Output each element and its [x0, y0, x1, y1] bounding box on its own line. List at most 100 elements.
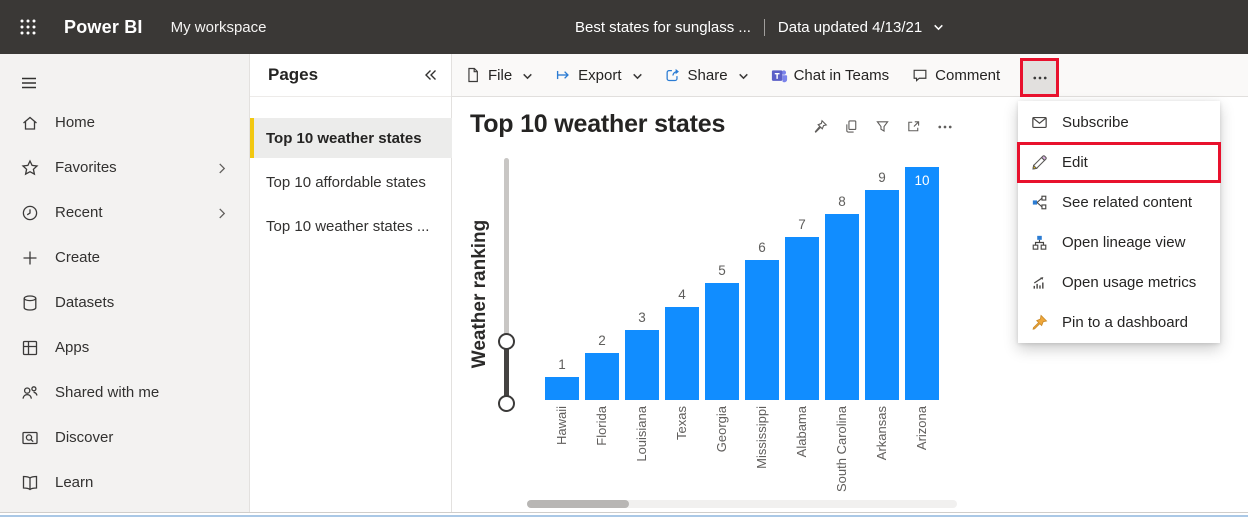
menu-item-pin-to-a-dashboard[interactable]: Pin to a dashboard [1018, 302, 1220, 342]
bar-value-label: 2 [598, 333, 606, 348]
bar-value-label: 3 [638, 310, 646, 325]
export-icon [554, 66, 572, 84]
plus-icon [20, 248, 40, 268]
file-button[interactable]: File [464, 66, 532, 84]
bar-arkansas[interactable] [865, 190, 899, 400]
x-axis-scrollbar[interactable] [527, 500, 957, 508]
report-title: Best states for sunglass ... [575, 18, 751, 36]
menu-item-open-lineage-view[interactable]: Open lineage view [1018, 222, 1220, 262]
chevron-down-icon[interactable] [631, 70, 642, 81]
chat-in-teams-button[interactable]: Chat in Teams [770, 66, 889, 84]
menu-item-label: Open usage metrics [1062, 273, 1197, 291]
sidebar-item-label: Favorites [55, 159, 117, 176]
chevron-down-icon[interactable] [521, 70, 532, 81]
menu-item-label: Edit [1062, 153, 1088, 171]
page-item-top-10-weather-states[interactable]: Top 10 weather states [250, 118, 452, 158]
data-updated-label[interactable]: Data updated 4/13/21 [777, 18, 923, 36]
pushpin-icon [1030, 313, 1049, 332]
bar-value-label: 9 [878, 170, 886, 185]
double-chevron-left-icon[interactable] [419, 65, 439, 85]
sidebar-item-recent[interactable]: Recent [0, 190, 249, 235]
window-bottom-border [0, 512, 1248, 513]
bar-value-label: 7 [798, 217, 806, 232]
sidebar-item-home[interactable]: Home [0, 100, 249, 145]
bar-hawaii[interactable] [545, 377, 579, 400]
comment-icon [911, 66, 929, 84]
menu-item-see-related-content[interactable]: See related content [1018, 182, 1220, 222]
share-button[interactable]: Share [664, 66, 748, 84]
menu-item-open-usage-metrics[interactable]: Open usage metrics [1018, 262, 1220, 302]
learn-icon [20, 473, 40, 493]
more-options-icon[interactable] [936, 118, 953, 135]
sidebar-item-shared-with-me[interactable]: Shared with me [0, 370, 249, 415]
chevron-right-icon[interactable] [213, 204, 231, 222]
y-axis-slider-handle-lower[interactable] [498, 395, 515, 412]
left-nav-items: Home Favorites Recent Create Datasets Ap… [0, 100, 249, 505]
waffle-icon[interactable] [18, 17, 38, 37]
bar-texas[interactable] [665, 307, 699, 400]
bar-florida[interactable] [585, 353, 619, 400]
bar-arizona[interactable] [905, 167, 939, 400]
x-axis-label-hawaii: Hawaii [554, 406, 569, 446]
workspace-name[interactable]: My workspace [170, 18, 267, 36]
bar-georgia[interactable] [705, 283, 739, 400]
toolbar-button-label: Share [687, 66, 728, 84]
share-icon [664, 66, 682, 84]
page-item-top-10-weather-states[interactable]: Top 10 weather states ... [250, 206, 452, 246]
datasets-icon [20, 293, 40, 313]
comment-button[interactable]: Comment [911, 66, 1000, 84]
page-item-label: Top 10 weather states ... [266, 217, 430, 235]
sidebar-item-learn[interactable]: Learn [0, 460, 249, 505]
page-item-top-10-affordable-states[interactable]: Top 10 affordable states [250, 162, 452, 202]
chevron-right-icon[interactable] [213, 159, 231, 177]
sidebar-item-apps[interactable]: Apps [0, 325, 249, 370]
related-content-icon [1030, 193, 1049, 212]
filter-icon[interactable] [874, 118, 891, 135]
x-axis-label-mississippi: Mississippi [754, 406, 769, 469]
chevron-down-icon[interactable] [932, 21, 945, 34]
bar-value-label: 8 [838, 194, 846, 209]
sidebar-item-datasets[interactable]: Datasets [0, 280, 249, 325]
sidebar-item-create[interactable]: Create [0, 235, 249, 280]
x-axis-label-texas: Texas [674, 406, 689, 440]
shared-icon [20, 383, 40, 403]
bar-alabama[interactable] [785, 237, 819, 400]
chevron-down-icon[interactable] [737, 70, 748, 81]
more-options-menu: Subscribe Edit See related content Open … [1018, 101, 1220, 343]
clock-icon [20, 203, 40, 223]
apps-icon [20, 338, 40, 358]
hamburger-icon[interactable] [19, 73, 39, 93]
focus-mode-icon[interactable] [905, 118, 922, 135]
x-axis-label-louisiana: Louisiana [634, 406, 649, 462]
pages-header: Pages [250, 54, 451, 97]
menu-item-edit[interactable]: Edit [1018, 142, 1220, 182]
menu-item-label: Pin to a dashboard [1062, 313, 1188, 331]
bar-value-label: 1 [558, 357, 566, 372]
top-bar: Power BI My workspace Best states for su… [0, 0, 1248, 54]
copy-icon[interactable] [843, 118, 860, 135]
bar-mississippi[interactable] [745, 260, 779, 400]
bar-value-label: 4 [678, 287, 686, 302]
left-nav: Home Favorites Recent Create Datasets Ap… [0, 54, 250, 512]
y-axis-slider-handle-upper[interactable] [498, 333, 515, 350]
app-name: Power BI [64, 16, 143, 37]
pin-icon[interactable] [812, 118, 829, 135]
sidebar-item-label: Home [55, 114, 96, 131]
page-item-label: Top 10 affordable states [266, 173, 426, 191]
y-axis-slider-track[interactable] [504, 158, 509, 341]
star-icon [20, 158, 40, 178]
discover-icon [20, 428, 40, 448]
sidebar-item-favorites[interactable]: Favorites [0, 145, 249, 190]
sidebar-item-discover[interactable]: Discover [0, 415, 249, 460]
toolbar-button-label: File [488, 66, 513, 84]
x-axis-scrollbar-thumb[interactable] [527, 500, 629, 508]
pages-panel: Pages Top 10 weather states Top 10 affor… [250, 54, 452, 512]
export-button[interactable]: Export [554, 66, 642, 84]
menu-item-subscribe[interactable]: Subscribe [1018, 102, 1220, 142]
more-options-button[interactable] [1023, 61, 1056, 94]
bar-louisiana[interactable] [625, 330, 659, 400]
x-axis-label-south-carolina: South Carolina [834, 406, 849, 492]
pages-panel-title: Pages [268, 65, 319, 84]
bar-south-carolina[interactable] [825, 214, 859, 400]
